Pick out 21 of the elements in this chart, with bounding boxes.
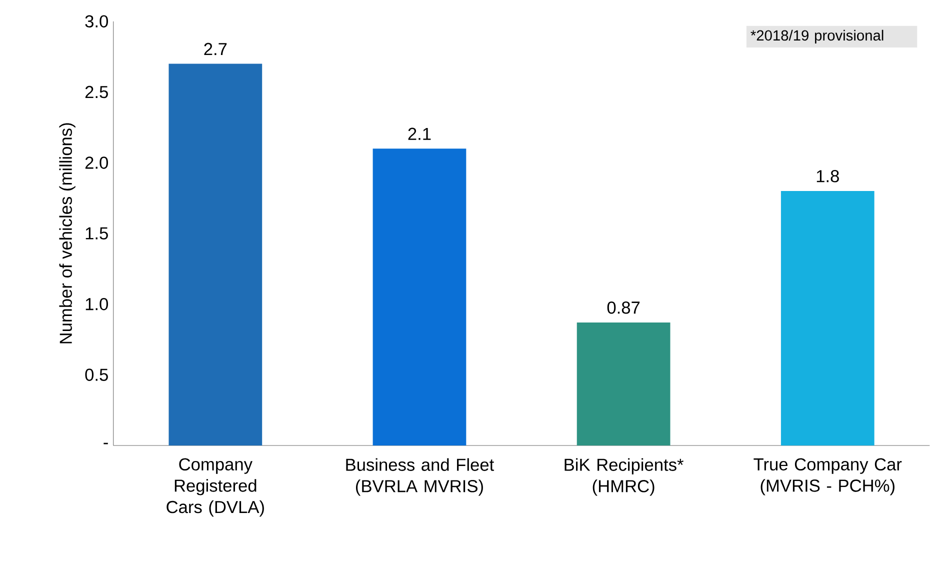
data-label: 2.7 (204, 42, 227, 56)
y-tick-label: 2.0 (85, 156, 108, 169)
y-tick-label: 1.5 (86, 227, 108, 240)
y-tick-label: 2.5 (85, 86, 108, 98)
x-tick-label: BiK Recipients* (HMRC) (564, 458, 684, 496)
x-tick-label: True Company Car (MVRIS - PCH%) (754, 458, 902, 496)
y-tick-label: - (104, 442, 108, 444)
y-tick-label: 1.0 (86, 298, 108, 310)
x-tick-label: Company Registered Cars (DVLA) (166, 458, 264, 517)
bar (780, 191, 874, 446)
data-label: 1.8 (816, 170, 839, 182)
bar (576, 322, 670, 446)
annotation: *2018/19 provisional (750, 30, 884, 44)
y-tick-label: 3.0 (85, 15, 108, 28)
y-axis-title: Number of vehicles (millions) (59, 123, 76, 344)
x-tick-label: Business and Fleet (BVRLA MVRIS) (346, 458, 494, 496)
data-label: 0.87 (607, 302, 640, 314)
data-label: 2.1 (408, 128, 431, 140)
y-tick-label: 0.5 (85, 368, 108, 381)
bar (168, 64, 262, 446)
bar (372, 148, 466, 446)
